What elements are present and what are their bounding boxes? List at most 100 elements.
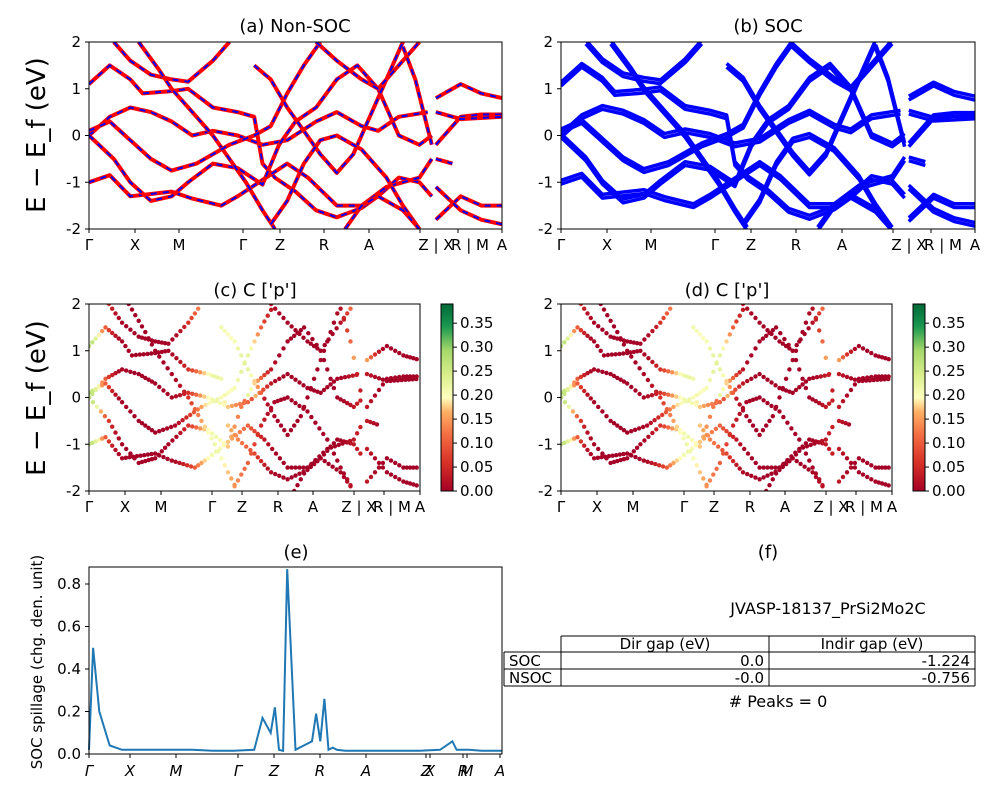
projected-band-point xyxy=(681,373,686,378)
projected-band-point xyxy=(237,429,243,435)
projected-band-point xyxy=(770,414,775,419)
projected-band-point xyxy=(646,356,651,361)
projected-band-point xyxy=(813,399,819,404)
projected-band-point xyxy=(765,400,770,406)
panel-c-colorbar: 0.00 0.05 0.10 0.15 0.20 0.25 0.30 0.35 xyxy=(440,303,493,500)
projected-band-point xyxy=(644,423,650,428)
projected-band-point xyxy=(262,417,267,422)
projected-band-point xyxy=(813,317,819,322)
projected-band-point xyxy=(734,372,739,378)
projected-band-point xyxy=(711,440,717,446)
projected-band-point xyxy=(262,319,267,324)
panel-d-points xyxy=(561,304,891,491)
projected-band-point xyxy=(591,442,597,447)
projected-band-point xyxy=(800,376,805,381)
projected-band-point xyxy=(734,396,739,401)
projected-band-point xyxy=(177,460,182,466)
projected-band-point xyxy=(730,458,736,464)
projected-band-point xyxy=(601,353,607,358)
projected-band-point xyxy=(789,426,794,431)
projected-band-point xyxy=(212,442,217,447)
projected-band-point xyxy=(803,385,809,391)
projected-band-point xyxy=(388,472,394,477)
projected-band-point xyxy=(315,346,320,351)
projected-band-point xyxy=(331,451,337,456)
projected-band-point xyxy=(196,463,201,468)
projected-band-point xyxy=(724,451,729,456)
projected-band-point xyxy=(169,371,174,377)
projected-band-point xyxy=(649,460,654,466)
xtick-label: Γ xyxy=(85,762,95,780)
projected-band-point xyxy=(354,431,360,436)
projected-band-point xyxy=(305,395,310,400)
projected-band-point xyxy=(222,328,227,334)
projected-band-point xyxy=(219,376,224,381)
projected-band-point xyxy=(629,384,634,390)
colorbar-tick-label: 0.20 xyxy=(460,386,493,404)
projected-band-point xyxy=(346,374,351,379)
projected-band-point xyxy=(331,320,337,325)
projected-band-point xyxy=(149,457,155,462)
projected-band-point xyxy=(645,394,651,399)
projected-band-point xyxy=(611,459,617,465)
projected-band-point xyxy=(113,447,118,453)
projected-band-point xyxy=(407,481,413,486)
projected-band-point xyxy=(229,335,234,341)
projected-band-point xyxy=(177,383,183,388)
projected-band-point xyxy=(585,430,590,435)
projected-band-point xyxy=(671,404,676,410)
projected-band-point xyxy=(882,377,887,382)
projected-band-point xyxy=(633,360,638,365)
projected-band-point xyxy=(364,479,370,484)
panel-a-non-soc: (a) Non-SOC -2 -1 0 1 2 Γ X M Γ Z R A Z | XR | M A xyxy=(66,16,508,254)
band-curve-nsoc xyxy=(269,133,422,229)
projected-band-point xyxy=(650,430,655,436)
projected-band-point xyxy=(298,328,303,333)
projected-band-point xyxy=(239,472,244,477)
band-curve-soc xyxy=(907,183,975,225)
projected-band-point xyxy=(338,465,343,470)
projected-band-point xyxy=(194,425,199,430)
projected-band-point xyxy=(621,338,627,343)
projected-band-point xyxy=(753,460,758,466)
projected-band-point xyxy=(711,353,716,358)
xtick-label: X xyxy=(130,236,140,254)
projected-band-point xyxy=(168,424,174,430)
panel-f-summary: (f) JVASP-18137_PrSi2Mo2C Dir gap (eV) I… xyxy=(503,542,976,711)
projected-band-point xyxy=(170,352,175,357)
projected-band-point xyxy=(285,371,290,377)
projected-band-point xyxy=(734,437,739,442)
projected-band-point xyxy=(734,319,739,324)
projected-band-point xyxy=(773,383,778,388)
band-curve-soc xyxy=(908,155,926,164)
projected-band-point xyxy=(110,372,115,378)
projected-band-point xyxy=(229,434,234,439)
projected-band-point xyxy=(637,391,642,397)
projected-band-point xyxy=(737,370,742,375)
projected-band-point xyxy=(650,328,655,334)
projected-band-point xyxy=(277,473,282,478)
projected-band-point xyxy=(628,350,633,355)
projected-band-point xyxy=(330,464,335,469)
projected-band-point xyxy=(241,426,247,431)
projected-band-point xyxy=(116,336,122,341)
projected-band-point xyxy=(145,452,150,457)
band-curve-soc xyxy=(908,108,975,120)
projected-band-point xyxy=(123,343,128,349)
projected-band-point xyxy=(202,394,207,399)
projected-band-point xyxy=(225,404,231,410)
projected-band-point xyxy=(694,463,699,468)
projected-band-point xyxy=(785,420,790,425)
projected-band-point xyxy=(189,315,194,321)
projected-band-point xyxy=(358,451,363,456)
projected-band-point xyxy=(873,353,878,358)
projected-band-point xyxy=(663,410,669,415)
projected-band-point xyxy=(783,376,789,381)
projected-band-point xyxy=(235,377,241,383)
projected-band-point xyxy=(846,422,852,427)
projected-band-point xyxy=(178,359,183,365)
projected-band-point xyxy=(229,388,234,393)
projected-band-point xyxy=(166,341,171,346)
projected-band-point xyxy=(886,465,891,470)
